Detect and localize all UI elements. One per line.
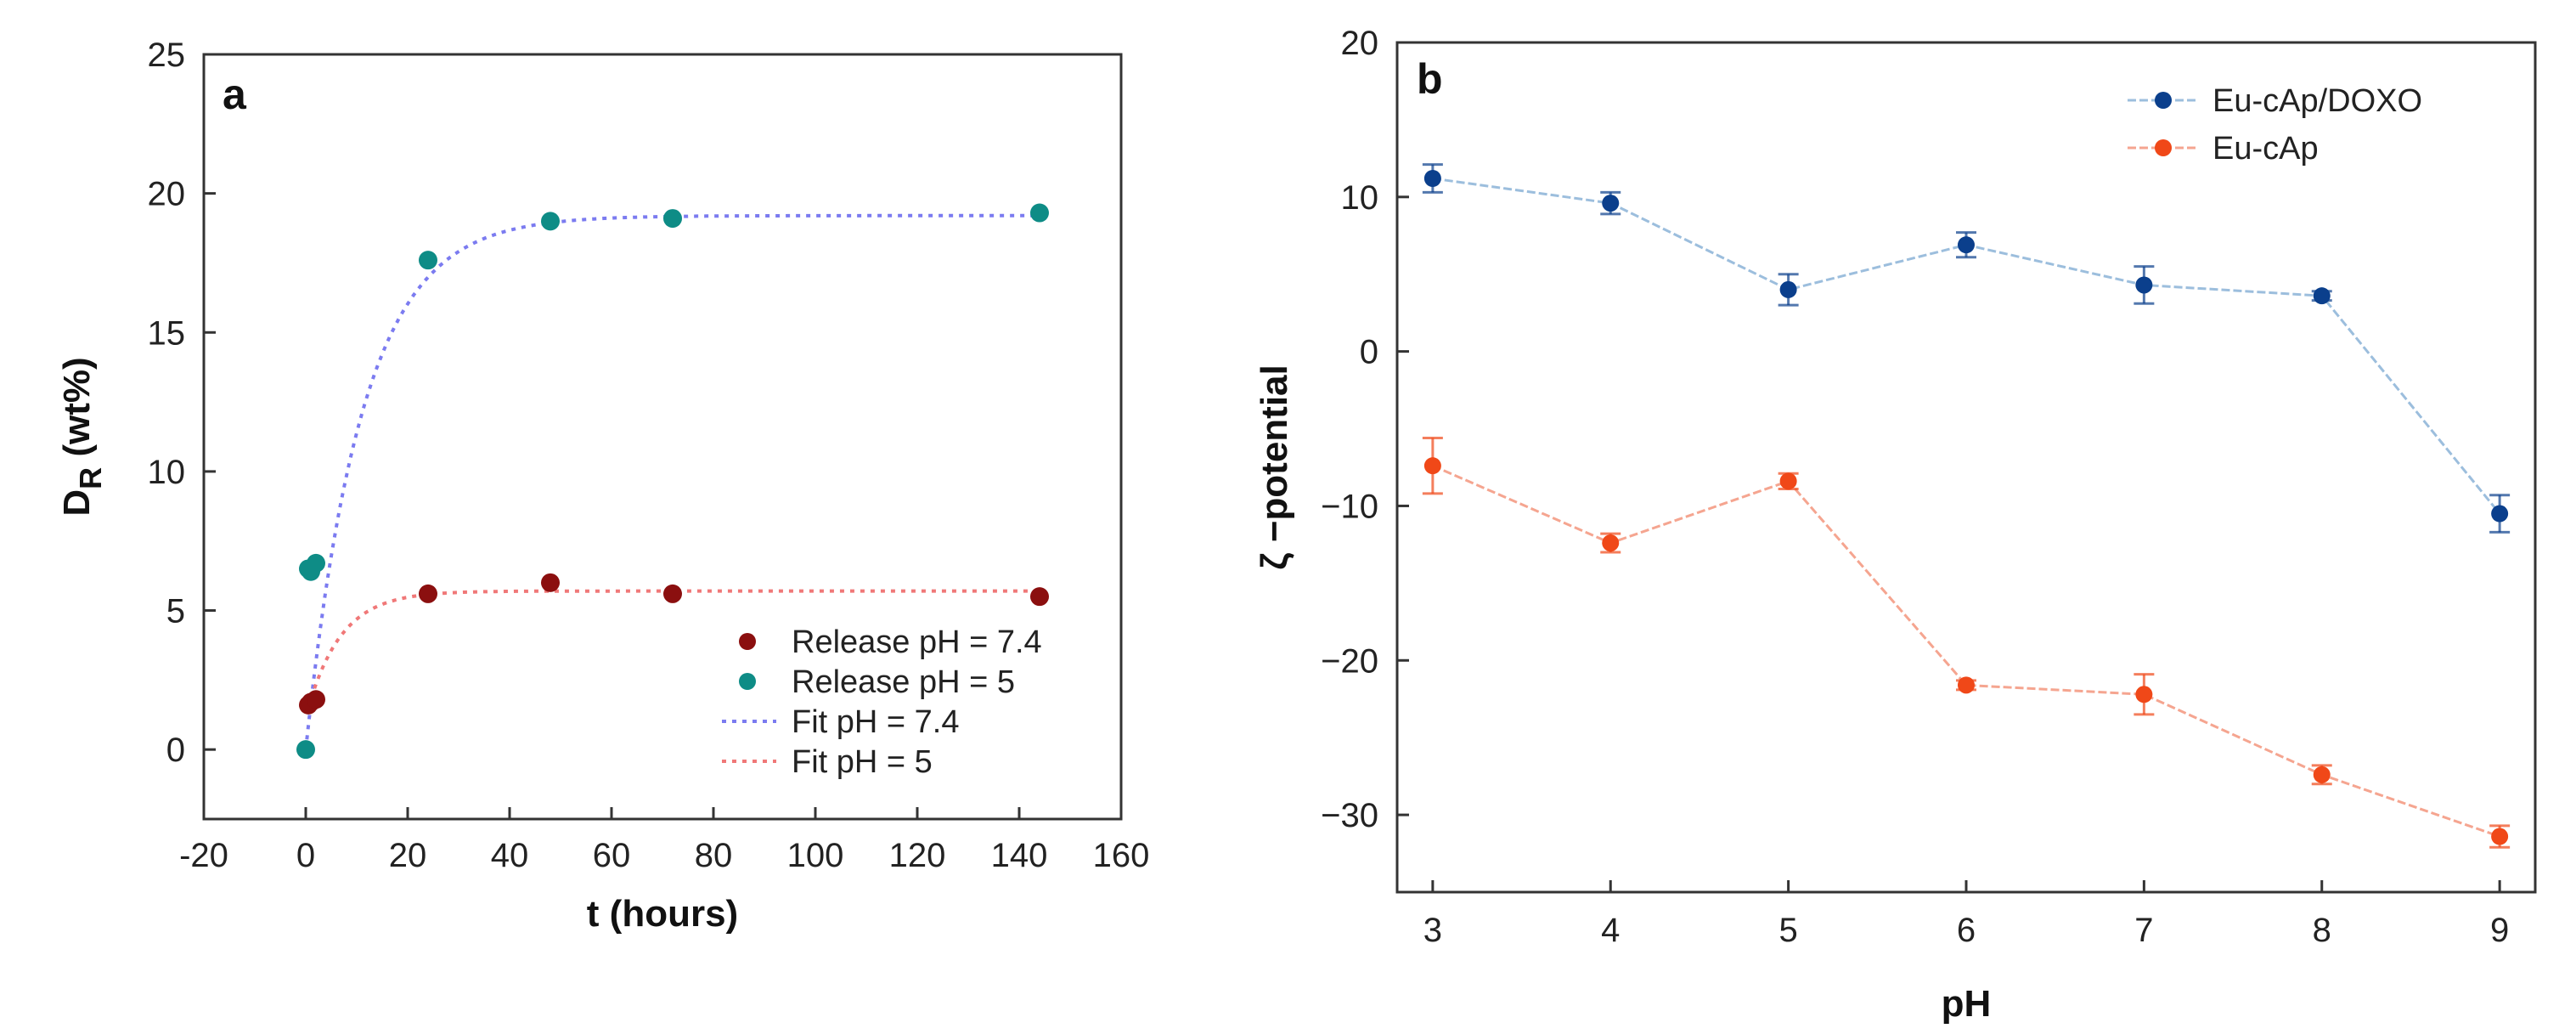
panel-b-data-point	[1958, 236, 1975, 254]
panel-a-drug-release-chart: -20 0 20 40 60 80 100 120 140 160 0 5 10 15 20 25 a t (…	[56, 37, 1149, 935]
panel-b-y-tick-label: 20	[1341, 25, 1379, 62]
panel-b-letter: b	[1417, 55, 1443, 103]
panel-b-legend-marker	[2155, 139, 2172, 156]
panel-b-legend: Eu-cAp/DOXO Eu-cAp	[2128, 83, 2422, 167]
panel-a-data-point	[541, 573, 560, 592]
panel-a-legend-marker	[739, 673, 756, 690]
panel-b-data-point	[2313, 287, 2331, 305]
panel-b-data-point	[2135, 686, 2153, 703]
panel-b-series-line	[1432, 177, 2501, 515]
panel-b-data-point	[1958, 676, 1975, 694]
panel-b-plot-frame	[1395, 41, 2537, 894]
panel-a-data-point	[1030, 587, 1049, 607]
panel-b-y-tick-label: −10	[1321, 488, 1378, 525]
panel-a-legend-label: Fit pH = 5	[792, 744, 933, 780]
panel-b-data-point	[1423, 170, 1441, 187]
panel-a-x-tick-label: 160	[1093, 837, 1150, 874]
panel-a-data-point	[541, 212, 560, 231]
panel-a-letter: a	[223, 71, 247, 118]
panel-a-x-axis-title: t (hours)	[587, 893, 738, 935]
panel-b-x-tick-label: 5	[1779, 912, 1798, 949]
panel-b-legend-label: Eu-cAp	[2212, 131, 2319, 167]
panel-a-data-point	[296, 740, 315, 760]
panel-b-data-point	[2313, 766, 2331, 783]
panel-b-series	[1422, 163, 2511, 849]
panel-a-y-tick-label: 5	[166, 593, 185, 630]
panel-a-x-tick-label: 0	[296, 837, 315, 874]
panel-a-legend-label: Release pH = 5	[792, 664, 1015, 700]
panel-a-legend-label: Fit pH = 7.4	[792, 704, 959, 740]
panel-a-x-tick-label: 100	[787, 837, 844, 874]
panel-a-y-tick-label: 10	[148, 454, 186, 491]
panel-b-data-point	[2491, 505, 2509, 523]
panel-a-y-axis-title: DR (wt%)	[56, 357, 108, 516]
panel-a-axes-ticks: -20 0 20 40 60 80 100 120 140 160 0 5 10 15 20 25	[148, 37, 1150, 874]
panel-b-x-tick-label: 6	[1957, 912, 1976, 949]
panel-b-y-axis-title: ζ −potential	[1254, 364, 1295, 570]
panel-b-x-tick-label: 4	[1601, 912, 1620, 949]
panel-b-x-tick-label: 8	[2313, 912, 2331, 949]
panel-b-data-point	[1602, 534, 1620, 552]
panel-b-data-point	[1602, 195, 1620, 212]
panel-b-data-point	[1423, 457, 1441, 475]
panel-b-x-axis-title: pH	[1942, 983, 1992, 1025]
panel-b-data-point	[2135, 276, 2153, 294]
panel-b-legend-label: Eu-cAp/DOXO	[2212, 83, 2422, 119]
panel-a-legend: Release pH = 7.4 Release pH = 5 Fit pH = 7…	[722, 624, 1042, 780]
panel-b-y-tick-label: 0	[1360, 334, 1378, 371]
panel-a-data-point	[419, 251, 437, 270]
panel-a-y-tick-label: 20	[148, 176, 186, 213]
panel-b-y-tick-label: −30	[1321, 797, 1378, 834]
panel-a-data-points	[296, 203, 1049, 760]
panel-a-x-tick-label: 40	[491, 837, 529, 874]
panel-a-x-tick-label: 140	[991, 837, 1048, 874]
panel-b-y-tick-label: 10	[1341, 179, 1379, 217]
panel-a-legend-marker	[739, 633, 756, 650]
panel-a-x-tick-label: 60	[593, 837, 631, 874]
panel-a-x-tick-label: 120	[889, 837, 946, 874]
panel-b-data-point	[1779, 280, 1797, 298]
panel-b-axes-ticks: 3 4 5 6 7 8 9 −30 −20 −10 0 10 20	[1321, 25, 2509, 949]
panel-a-data-point	[1030, 203, 1049, 223]
panel-b-y-tick-label: −20	[1321, 642, 1378, 680]
panel-a-plot-frame	[202, 53, 1123, 821]
panel-b-series-line	[1432, 464, 2500, 838]
panel-b-data-point	[2491, 828, 2509, 845]
panel-a-data-point	[307, 553, 325, 573]
panel-a-data-point	[307, 690, 325, 709]
panel-b-data-point	[1779, 472, 1797, 490]
panel-a-x-tick-label: 20	[389, 837, 427, 874]
panel-a-legend-label: Release pH = 7.4	[792, 624, 1042, 660]
panel-a-x-tick-label: -20	[179, 837, 228, 874]
panel-b-x-tick-label: 3	[1423, 912, 1442, 949]
panel-a-x-tick-label: 80	[695, 837, 733, 874]
panel-a-data-point	[663, 209, 682, 229]
panel-b-legend-marker	[2155, 92, 2172, 109]
panel-a-y-tick-label: 25	[148, 37, 186, 74]
panel-a-data-point	[419, 584, 437, 603]
panel-a-y-tick-label: 0	[166, 732, 185, 769]
panel-b-x-tick-label: 9	[2490, 912, 2509, 949]
panel-b-x-tick-label: 7	[2134, 912, 2153, 949]
panel-a-y-tick-label: 15	[148, 314, 186, 352]
panel-a-data-point	[663, 584, 682, 603]
